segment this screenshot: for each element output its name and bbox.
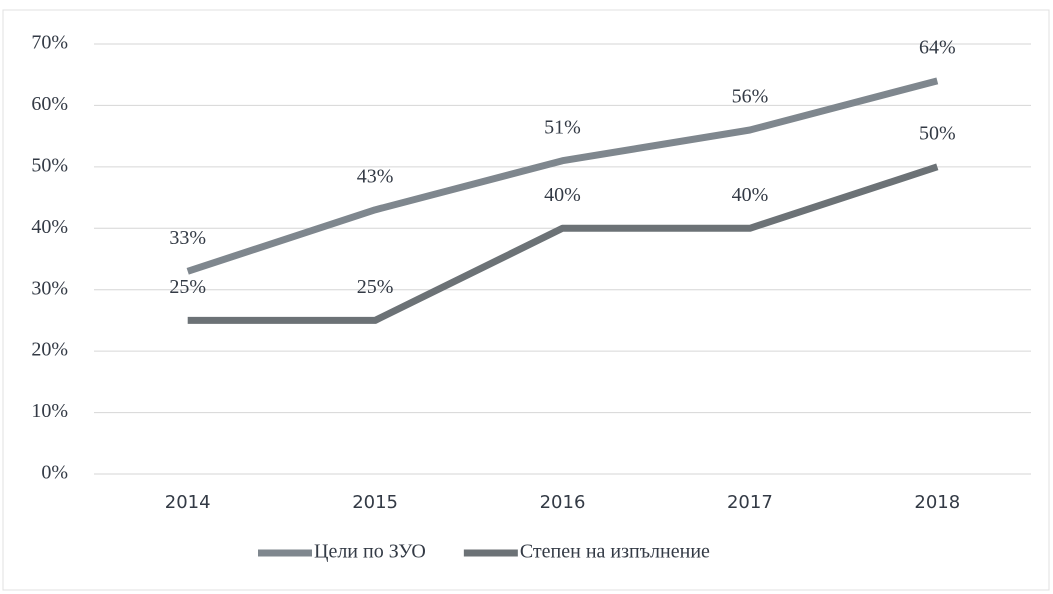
data-label: 50% [919,122,956,144]
series-line [187,163,939,324]
legend-label: Цели по ЗУО [314,541,426,563]
data-label: 33% [169,227,206,249]
x-tick-label: 2017 [727,492,773,513]
y-tick-label: 50% [31,154,68,176]
data-label: 25% [169,276,206,298]
y-tick-label: 40% [31,216,68,238]
data-label: 51% [544,116,581,138]
y-tick-label: 70% [31,32,68,54]
data-label: 25% [357,276,394,298]
x-tick-label: 2014 [165,492,211,513]
data-label: 40% [732,184,769,206]
y-tick-label: 0% [41,462,68,484]
data-label: 64% [919,36,956,58]
data-label: 56% [732,86,769,108]
chart-frame [2,9,1050,591]
y-tick-label: 10% [31,400,68,422]
data-label: 43% [357,165,394,187]
x-tick-label: 2015 [352,492,398,513]
legend-label: Степен на изпълнение [520,541,710,563]
series-line [186,77,939,275]
x-tick-label: 2018 [914,492,960,513]
y-tick-label: 60% [31,93,68,115]
y-tick-label: 30% [31,277,68,299]
x-tick-label: 2016 [540,492,586,513]
y-tick-label: 20% [31,339,68,361]
data-label: 40% [544,184,581,206]
